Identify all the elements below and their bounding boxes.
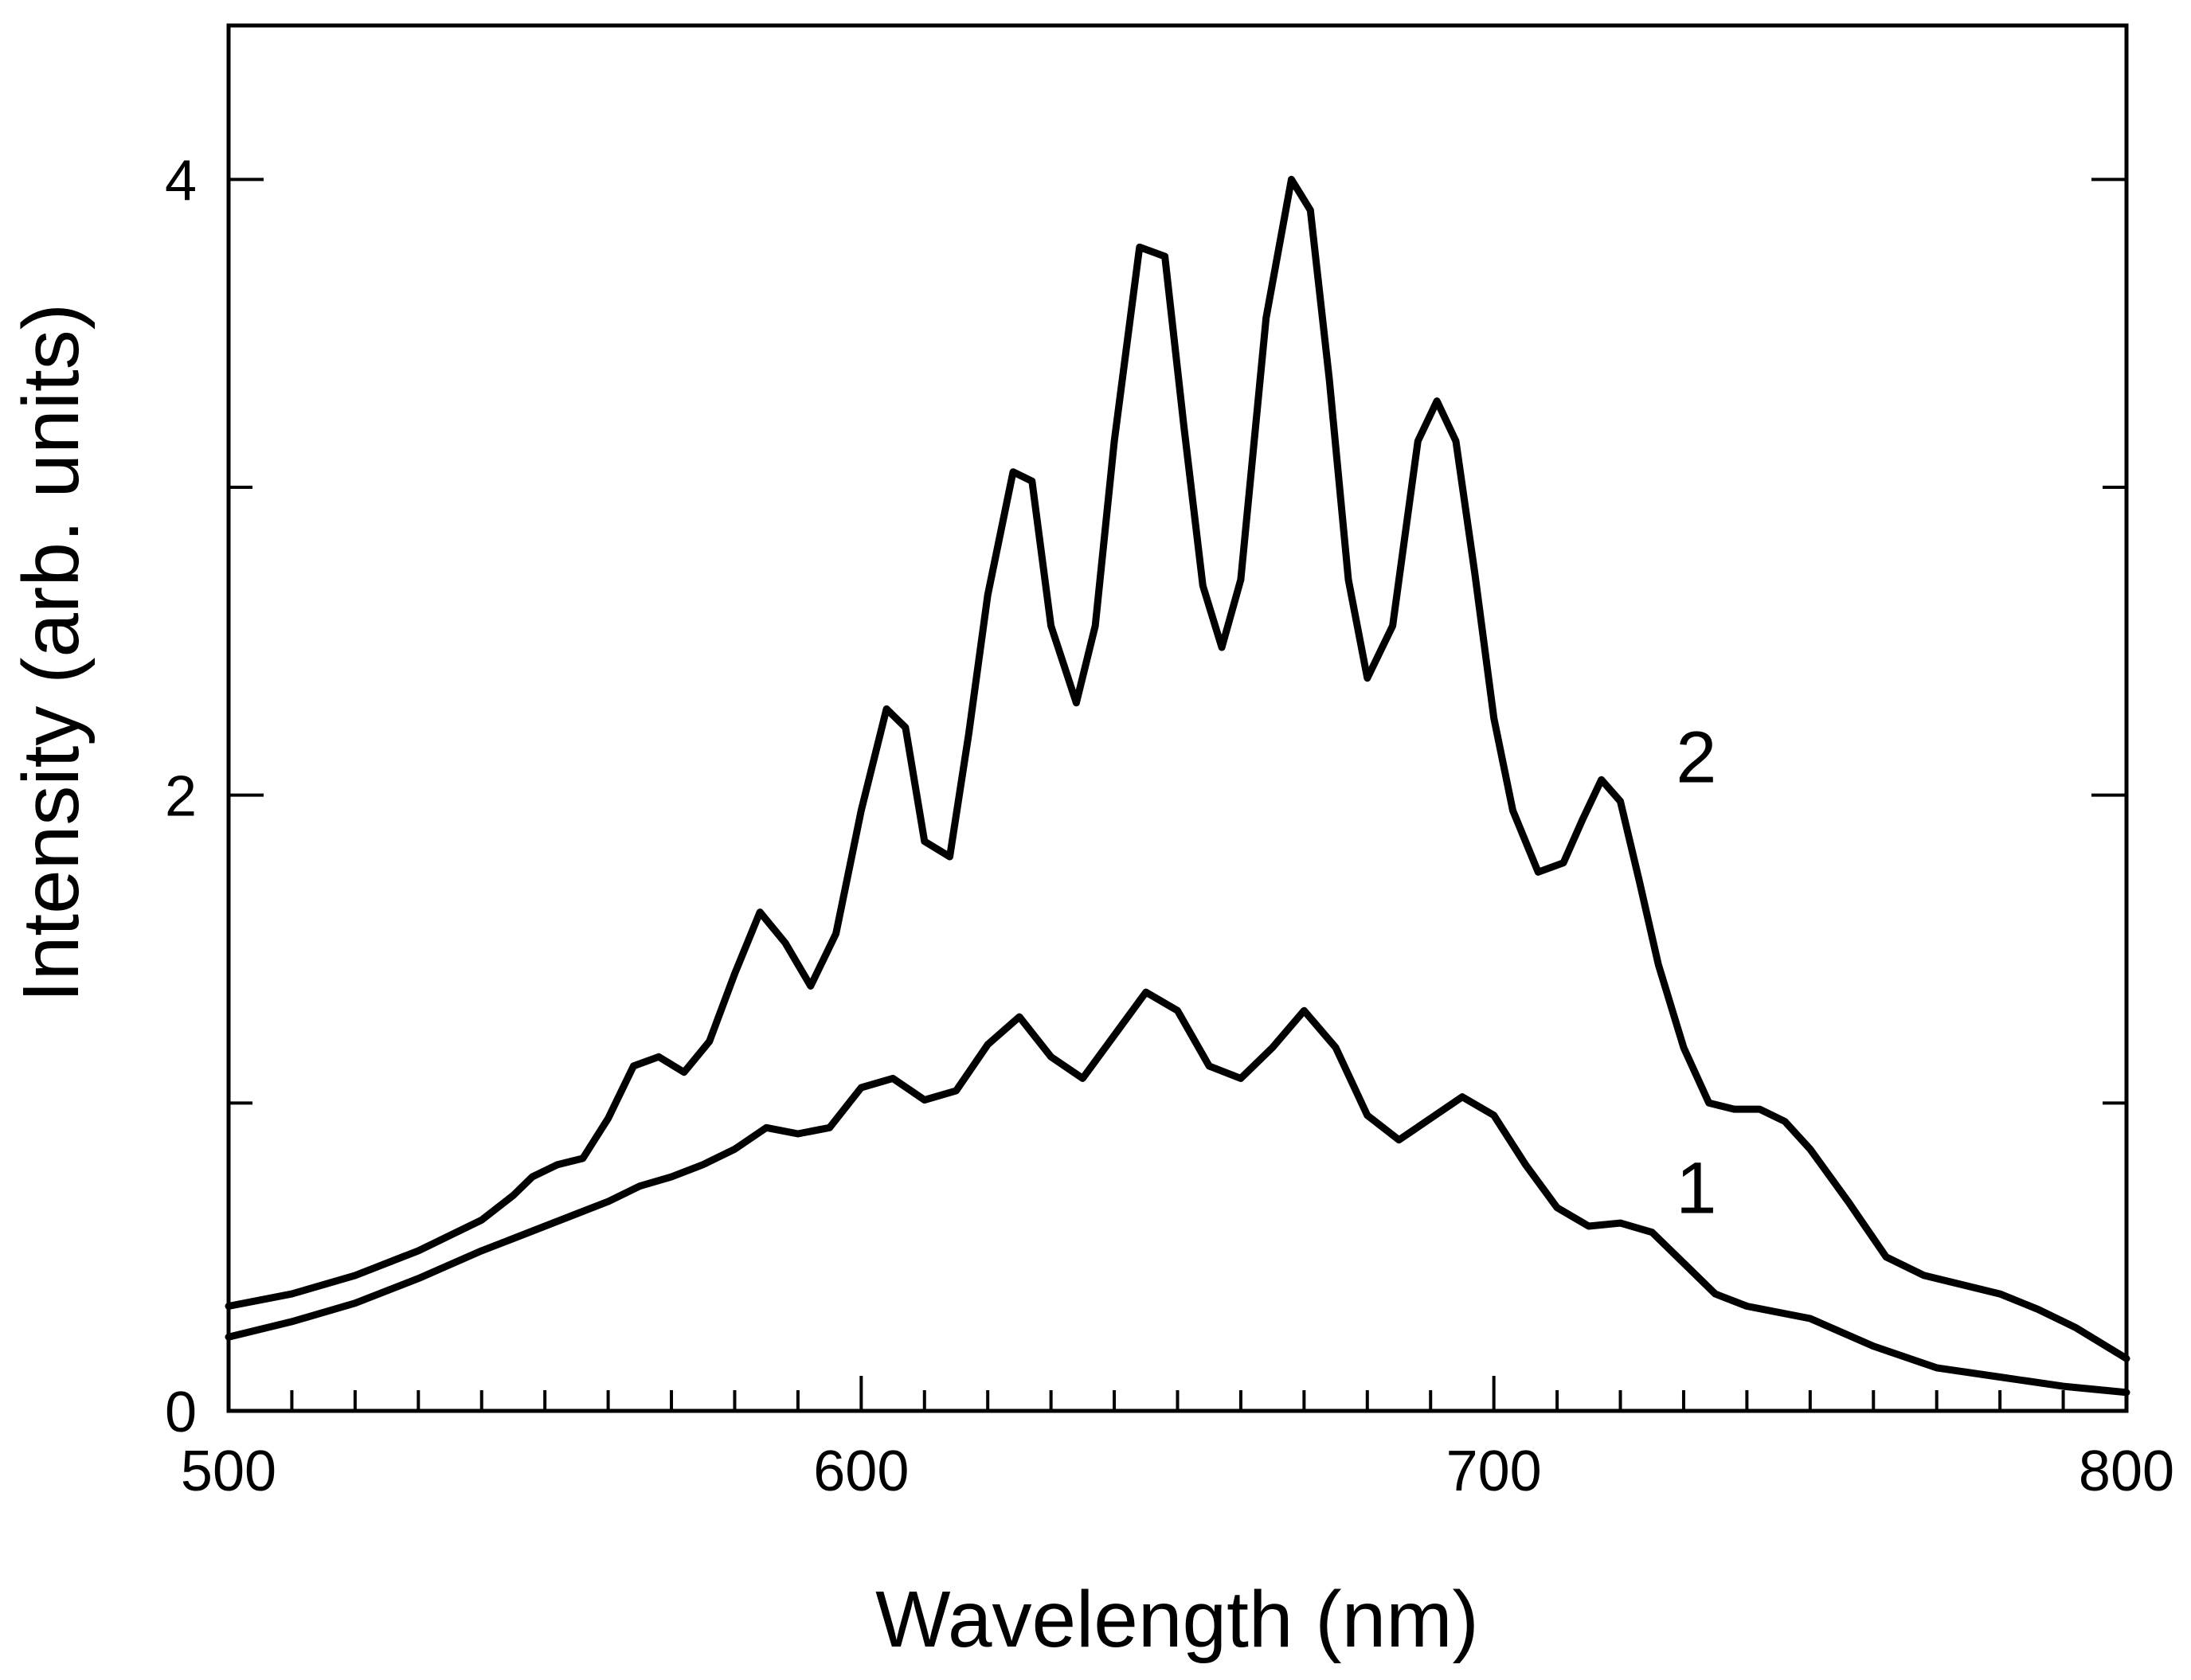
y-axis-title: Intensity (arb. units) — [6, 303, 96, 1002]
y-tick-label: 0 — [165, 1381, 197, 1444]
series-line-1 — [225, 988, 2130, 1397]
series-label-2: 2 — [1676, 717, 1716, 798]
x-tick-label: 700 — [1446, 1440, 1542, 1503]
series-line-2 — [225, 175, 2130, 1362]
plot-frame — [226, 23, 2129, 1413]
x-tick-label: 500 — [181, 1440, 276, 1503]
x-tick-label: 600 — [813, 1440, 909, 1503]
series-layer — [225, 175, 2130, 1397]
curve-labels: 12 — [1676, 717, 1716, 1229]
series-label-1: 1 — [1676, 1148, 1716, 1229]
x-axis-title: Wavelength (nm) — [875, 1575, 1479, 1664]
x-tick-label: 800 — [2079, 1440, 2174, 1503]
y-tick-label: 4 — [165, 149, 197, 213]
tick-labels: 500 600 700 800 0 2 4 — [165, 149, 2174, 1503]
y-tick-label: 2 — [165, 765, 197, 829]
